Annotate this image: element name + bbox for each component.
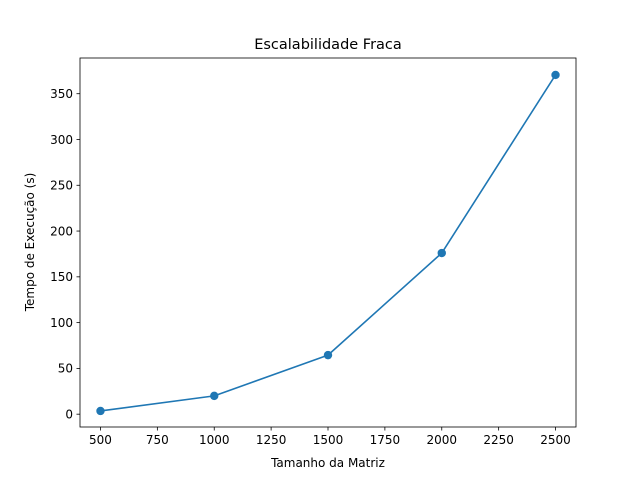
plot-area: 500 750 1000 1250 1500 1750 2000 2250 2500 0 50 100… bbox=[50, 57, 577, 447]
data-point bbox=[210, 391, 219, 401]
x-tick-label: 2250 bbox=[483, 433, 514, 447]
y-tick-label: 150 bbox=[50, 270, 73, 284]
y-axis-title: Tempo de Execução (s) bbox=[23, 173, 37, 313]
series-line bbox=[100, 74, 557, 412]
y-tick-label: 100 bbox=[50, 316, 73, 330]
x-tick-label: 750 bbox=[146, 433, 169, 447]
y-tick-label: 0 bbox=[65, 407, 73, 421]
y-tick-label: 200 bbox=[50, 224, 73, 238]
y-tick-label: 50 bbox=[58, 362, 73, 376]
x-tick-label: 2500 bbox=[540, 433, 571, 447]
x-tick-label: 1250 bbox=[256, 433, 287, 447]
data-point bbox=[551, 70, 560, 80]
data-point bbox=[323, 350, 333, 360]
y-tick-label: 350 bbox=[50, 87, 73, 101]
data-point bbox=[96, 406, 105, 416]
x-tick-label: 2000 bbox=[426, 433, 457, 447]
data-point bbox=[437, 248, 446, 258]
plot-frame bbox=[79, 57, 577, 428]
x-tick-label: 1750 bbox=[370, 433, 401, 447]
chart-title: Escalabilidade Fraca bbox=[254, 37, 402, 53]
x-tick-label: 1500 bbox=[313, 433, 344, 447]
x-tick-label: 1000 bbox=[199, 433, 230, 447]
x-axis-title: Tamanho da Matriz bbox=[270, 456, 385, 470]
x-tick-label: 500 bbox=[89, 433, 112, 447]
y-tick-label: 250 bbox=[50, 179, 73, 193]
y-tick-label: 300 bbox=[50, 133, 73, 147]
